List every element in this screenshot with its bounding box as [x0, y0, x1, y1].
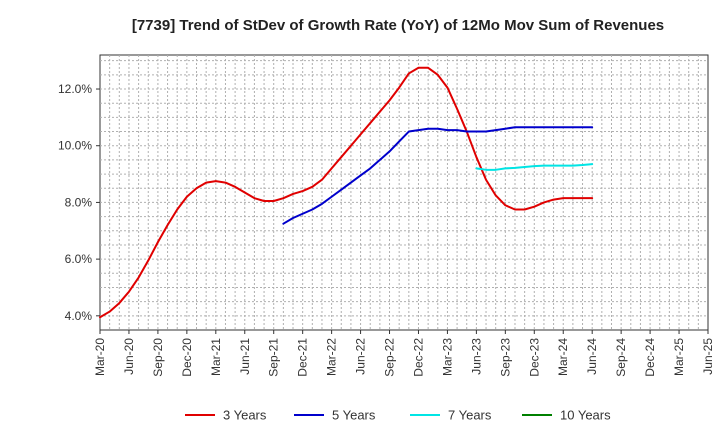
legend-label-5-years: 5 Years [332, 408, 376, 423]
legend: 3 Years 5 Years 7 Years 10 Years [185, 408, 611, 423]
x-tick-label: Dec-23 [527, 338, 541, 377]
y-tick-label: 10.0% [58, 139, 92, 153]
x-tick-label: Sep-23 [498, 338, 512, 377]
y-axis: 4.0% 6.0% 8.0% 10.0% 12.0% [58, 82, 100, 323]
y-tick-label: 12.0% [58, 82, 92, 96]
x-tick-label: Mar-21 [209, 338, 223, 376]
x-tick-label: Mar-20 [93, 338, 107, 376]
x-tick-label: Sep-20 [151, 338, 165, 377]
x-tick-label: Mar-24 [556, 338, 570, 376]
x-tick-label: Sep-22 [383, 338, 397, 377]
legend-label-7-years: 7 Years [448, 408, 492, 423]
plot-area [99, 54, 709, 331]
series-line-3-years [99, 66, 594, 319]
x-tick-label: Jun-24 [585, 338, 599, 375]
x-tick-label: Mar-23 [440, 338, 454, 376]
x-tick-label: Jun-20 [122, 338, 136, 375]
x-tick-label: Jun-25 [701, 338, 715, 375]
x-tick-label: Sep-21 [267, 338, 281, 377]
x-tick-label: Mar-22 [325, 338, 339, 376]
y-tick-label: 8.0% [65, 195, 93, 209]
series-lines [99, 66, 594, 319]
grid-lines [100, 55, 708, 330]
y-tick-label: 6.0% [65, 252, 93, 266]
x-tick-label: Jun-21 [238, 338, 252, 375]
x-tick-label: Mar-25 [672, 338, 686, 376]
x-tick-label: Dec-22 [411, 338, 425, 377]
x-tick-label: Sep-24 [614, 338, 628, 377]
chart-title: [7739] Trend of StDev of Growth Rate (Yo… [132, 17, 664, 34]
x-tick-label: Jun-23 [469, 338, 483, 375]
series-line-5-years [282, 126, 594, 225]
legend-label-10-years: 10 Years [560, 408, 611, 423]
series-line-7-years [475, 163, 594, 171]
x-tick-label: Dec-24 [643, 338, 657, 377]
x-tick-label: Dec-20 [180, 338, 194, 377]
x-axis: Mar-20 Jun-20 Sep-20 Dec-20 Mar-21 Jun-21 Sep-… [93, 330, 715, 377]
y-tick-label: 4.0% [65, 309, 93, 323]
x-tick-label: Dec-21 [296, 338, 310, 377]
legend-label-3-years: 3 Years [223, 408, 267, 423]
x-tick-label: Jun-22 [354, 338, 368, 375]
